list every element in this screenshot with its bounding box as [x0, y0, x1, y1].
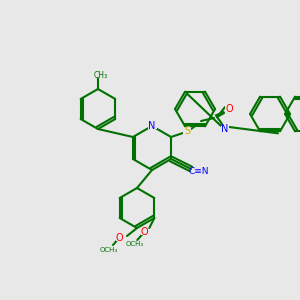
- FancyBboxPatch shape: [183, 128, 191, 134]
- Text: C≡N: C≡N: [189, 167, 209, 176]
- Text: CH₃: CH₃: [94, 70, 108, 80]
- Text: S: S: [184, 126, 190, 136]
- FancyBboxPatch shape: [225, 106, 233, 112]
- Text: N: N: [148, 121, 156, 131]
- FancyBboxPatch shape: [148, 123, 157, 129]
- Text: O: O: [140, 227, 148, 237]
- FancyBboxPatch shape: [116, 235, 122, 241]
- FancyBboxPatch shape: [221, 126, 229, 132]
- FancyBboxPatch shape: [141, 229, 148, 235]
- Text: O: O: [115, 233, 123, 243]
- FancyBboxPatch shape: [128, 241, 140, 247]
- FancyBboxPatch shape: [103, 247, 115, 253]
- Text: O: O: [225, 104, 233, 114]
- Text: OCH₃: OCH₃: [100, 247, 118, 253]
- Text: N: N: [221, 124, 229, 134]
- Text: OCH₃: OCH₃: [125, 241, 143, 247]
- FancyBboxPatch shape: [96, 72, 105, 78]
- FancyBboxPatch shape: [193, 167, 205, 175]
